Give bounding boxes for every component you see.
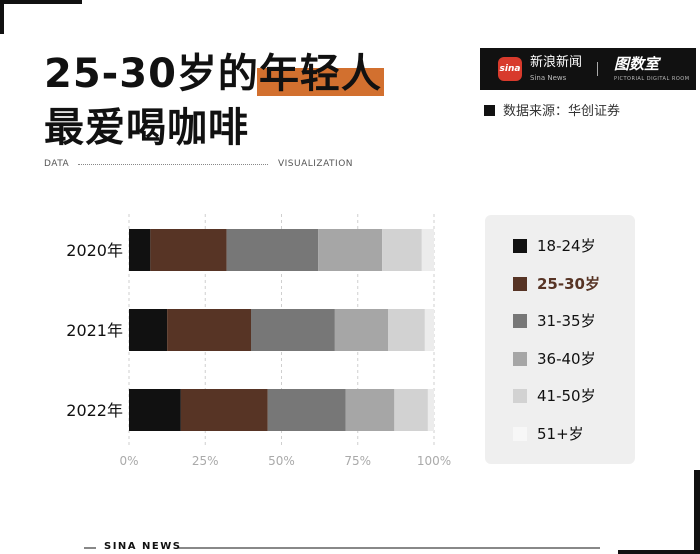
x-tick-label: 50% [268,454,295,468]
legend-swatch [513,239,527,253]
legend-label: 25-30岁 [537,274,600,293]
bar-segment [167,309,251,351]
legend-item: 41-50岁 [513,385,596,406]
bar-segment [129,389,181,431]
dotted-divider [78,164,268,165]
x-tick-label: 25% [192,454,219,468]
brand-divider [597,62,598,76]
x-tick-label: 75% [344,454,371,468]
title-highlight: 年轻人 [256,51,384,97]
square-bullet-icon [484,105,495,116]
bar-segment [180,389,268,431]
legend-item: 25-30岁 [513,273,600,294]
legend-swatch [513,276,527,291]
legend-item: 51+岁 [513,423,584,444]
category-label: 2022年 [66,401,123,420]
partner-logo-sub: PICTORIAL DIGITAL ROOM [614,76,690,82]
bar-segment [424,309,434,351]
brand-banner: sina 新浪新闻 Sina News 图数室 PICTORIAL DIGITA… [480,48,696,90]
category-label: 2021年 [66,321,123,340]
legend-label: 36-40岁 [537,349,596,368]
bar-segment [394,389,428,431]
title-part-a: 25-30岁的 [44,51,259,97]
title-part-b: 年轻人 [258,51,382,97]
legend-label: 31-35岁 [537,312,596,330]
bar-segment [334,309,389,351]
bar-segment [345,389,395,431]
legend-label: 41-50岁 [537,387,596,405]
bar-segment [150,229,227,271]
bar-segment [267,389,346,431]
footer-brand: SINA NEWS [104,541,182,552]
category-label: 2020年 [66,241,123,260]
bar-segment [421,229,434,271]
label-visualization: VISUALIZATION [278,159,354,169]
bar-segment [427,389,434,431]
legend-label: 18-24岁 [537,237,596,255]
data-source: 数据来源：华创证券 [484,100,620,119]
legend-swatch [513,314,527,328]
legend-item: 18-24岁 [513,235,596,256]
x-tick-label: 100% [417,454,451,468]
chart-tick-labels: 0% 25% 50% 75% 100% [119,454,451,468]
chart-title-line2: 最爱喝咖啡 [44,105,249,151]
partner-logo: 图数室 [614,55,660,73]
legend-item: 36-40岁 [513,348,596,369]
legend-swatch [513,351,527,366]
chart-bars [129,229,434,431]
x-tick-label: 0% [119,454,138,468]
bar-segment [388,309,425,351]
legend: 18-24岁 25-30岁 31-35岁 36-40岁 41-50岁 51+岁 [485,215,635,464]
bar-segment [382,229,422,271]
legend-swatch [513,426,527,441]
bar-segment [318,229,383,271]
brand-name: 新浪新闻 [530,55,583,70]
bar-segment [251,309,335,351]
sina-logo-icon: sina [498,57,522,81]
bar-segment [129,229,151,271]
legend-item: 31-35岁 [513,310,596,331]
legend-label: 51+岁 [537,424,584,443]
legend-swatch [513,389,527,403]
chart-title-line1: 25-30岁的年轻人 [44,51,384,97]
label-data: DATA [44,159,70,169]
brand-name-sub: Sina News [530,74,567,82]
bar-segment [226,229,319,271]
data-source-text: 数据来源：华创证券 [503,104,621,119]
chart-category-labels: 2020年 2021年 2022年 [66,241,123,420]
bar-segment [129,309,168,351]
